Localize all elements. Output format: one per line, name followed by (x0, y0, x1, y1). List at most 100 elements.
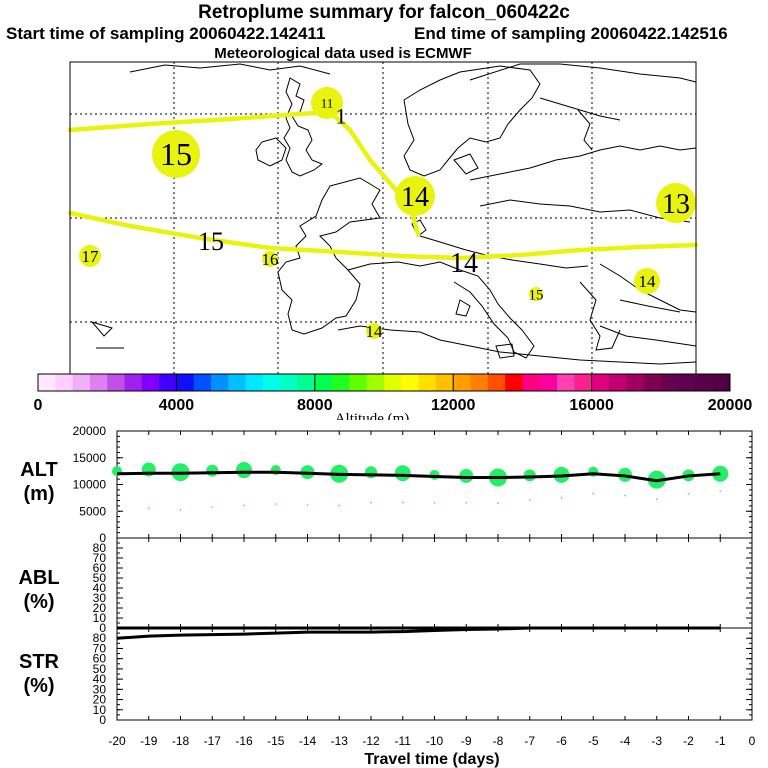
age-label: 14 (401, 182, 429, 213)
age-label: 17 (82, 247, 100, 266)
colorbar-tick-label: 20000 (708, 397, 753, 414)
age-label: 11 (321, 96, 334, 111)
plot-title: Retroplume summary for falcon_060422c (198, 2, 570, 23)
colorbar-segment (435, 374, 454, 391)
alt-spread-marker (588, 466, 599, 477)
colorbar-segment (366, 374, 385, 391)
y-tick-label: 40 (93, 581, 107, 595)
y-tick-label: 20 (93, 693, 107, 707)
x-tick-label: -19 (140, 734, 158, 748)
x-tick-label: -4 (620, 734, 631, 748)
alt-axis-title: ALT (m) (4, 458, 74, 506)
colorbar-tick-label: 16000 (569, 397, 614, 414)
alt-low-point (624, 494, 626, 497)
age-label: 14 (366, 322, 384, 341)
alt-spread-marker (300, 465, 315, 480)
alt-spread-marker (394, 465, 411, 482)
plume-marker (395, 176, 435, 216)
y-tick-label: 80 (93, 541, 107, 555)
age-label: 13 (662, 189, 690, 220)
x-tick-label: -5 (588, 734, 599, 748)
x-tick-label: -2 (683, 734, 694, 748)
alt-low-point (179, 508, 182, 511)
x-tick-label: -7 (524, 734, 535, 748)
alt-spread-marker (171, 463, 190, 482)
colorbar-segment (280, 374, 298, 391)
alt-low-point (655, 498, 658, 501)
str-plot-frame (116, 627, 753, 721)
age-label: 1 (336, 104, 347, 129)
str-line (116, 626, 721, 640)
alt-spread-marker (206, 464, 219, 477)
colorbar-segment (176, 374, 195, 391)
colorbar-segment (193, 374, 212, 391)
x-tick-label: 0 (749, 734, 756, 748)
alt-spread-marker (682, 469, 695, 482)
colorbar-segment (557, 374, 575, 391)
y-tick-label: 20000 (73, 424, 107, 438)
colorbar-axis-label: Altitude (m) (335, 411, 410, 420)
colorbar-segment (418, 374, 437, 391)
colorbar-segment (695, 374, 714, 391)
y-tick-label: 40 (93, 672, 107, 686)
alt-mean-line (116, 470, 721, 483)
age-label: 15 (529, 287, 544, 303)
colorbar-segment (470, 374, 489, 391)
alt-spread-marker (141, 462, 156, 477)
colorbar-segment (539, 374, 558, 391)
start-time-label: Start time of sampling 20060422.142411 (6, 24, 326, 43)
colorbar-segment (297, 374, 316, 391)
age-label: 14 (450, 248, 478, 279)
plume-marker (529, 287, 543, 301)
colorbar-segment (660, 374, 679, 391)
y-tick-label: 50 (93, 571, 107, 585)
colorbar-segment (228, 374, 247, 391)
colorbar-segment (453, 374, 471, 391)
colorbar-segment (522, 374, 541, 391)
y-tick-label: 50 (93, 662, 107, 676)
abl-unit: (%) (23, 591, 55, 613)
alt-low-point (560, 497, 563, 499)
plume-marker (311, 87, 343, 119)
age-label: 14 (639, 272, 657, 291)
retroplume-map: 111 15 14 13 15 17 16 14 14 15 14 0 4000 8000 12000 16… (34, 61, 753, 420)
y-tick-label: 0 (99, 713, 106, 727)
x-tick-label: -16 (235, 734, 253, 748)
alt-low-point (147, 507, 150, 510)
alt-low-point (338, 504, 341, 507)
colorbar-segment (314, 374, 333, 391)
x-axis-label: Travel time (days) (364, 751, 499, 768)
alt-label: ALT (20, 459, 58, 481)
alt-low-point (687, 493, 690, 495)
colorbar-segment (262, 374, 281, 391)
alt-spread-marker (489, 468, 507, 487)
str-axis-title: STR (%) (4, 650, 74, 698)
y-tick-label: 70 (93, 641, 107, 655)
met-data-label: Meteorological data used is ECMWF (214, 45, 472, 62)
y-tick-label: 60 (93, 561, 107, 575)
str-unit: (%) (23, 675, 55, 697)
x-tick-label: -12 (362, 734, 380, 748)
colorbar-segment (574, 374, 593, 391)
y-tick-label: 0 (99, 531, 106, 545)
y-tick-label: 5000 (79, 504, 106, 518)
alt-unit: (m) (23, 483, 55, 505)
x-tick-label: -18 (172, 734, 190, 748)
map-age-labels: 111 15 14 13 15 17 16 14 14 15 14 (79, 87, 696, 341)
colorbar-tick-label: 4000 (159, 397, 195, 414)
alt-spread-marker (553, 466, 570, 483)
abl-plot-frame (116, 537, 753, 629)
colorbar-segment (141, 374, 160, 391)
colorbar-segment (505, 374, 523, 391)
y-tick-label: 15000 (73, 451, 107, 465)
alt-low-point (306, 504, 309, 506)
colorbar-segment (626, 374, 644, 391)
colorbar-segment (124, 374, 143, 391)
alt-spread-marker (112, 466, 122, 477)
plume-marker (634, 268, 660, 294)
plume-marker (79, 245, 101, 267)
colorbar-segment (712, 374, 731, 391)
colorbar-segment (55, 374, 74, 391)
x-tick-label: -8 (493, 734, 504, 748)
y-tick-label: 10 (93, 611, 107, 625)
